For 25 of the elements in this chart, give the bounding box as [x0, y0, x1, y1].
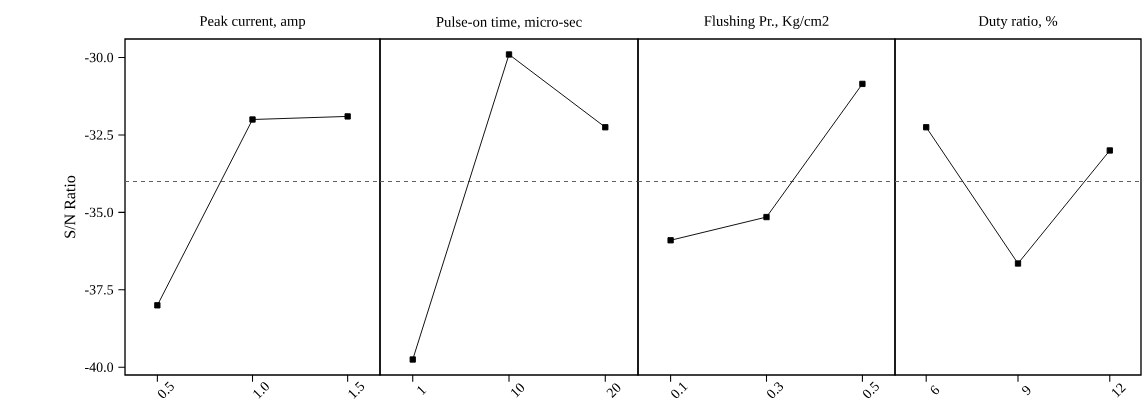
x-tick-label: 1	[417, 386, 427, 395]
x-tick-label: 0.5	[863, 381, 879, 398]
y-tick-label: -40.0	[85, 362, 114, 372]
x-tick-label: 0.1	[671, 382, 688, 398]
x-tick-label: 20	[606, 383, 621, 398]
point	[154, 302, 161, 309]
x-tick-label: 1.5	[348, 381, 365, 399]
x-tick-label: 6	[930, 385, 940, 395]
x-tick-label: 0.5	[157, 381, 174, 398]
x-tick-label: 10	[511, 383, 525, 398]
chart-title: Flushing Pr., Kg/cm2	[704, 15, 829, 29]
x-tick-label: 9	[1022, 386, 1031, 396]
chart-title: Peak current, amp	[199, 15, 306, 29]
x-tick-label: 1.0	[253, 382, 269, 399]
y-axis-title: S/N Ratio	[64, 175, 76, 238]
chart-title: Duty ratio, %	[978, 16, 1058, 29]
y-tick-label: -37.5	[85, 285, 114, 295]
y-tick-label: -32.5	[85, 130, 114, 140]
x-tick-label: 12	[1112, 383, 1126, 398]
point	[344, 113, 351, 120]
y-tick-label: -35.0	[85, 207, 114, 218]
y-tick-label: -30.0	[85, 52, 114, 63]
point	[249, 116, 256, 123]
chart-title: Pulse-on time, micro-sec	[436, 16, 582, 29]
x-tick-label: 0.3	[767, 382, 784, 398]
